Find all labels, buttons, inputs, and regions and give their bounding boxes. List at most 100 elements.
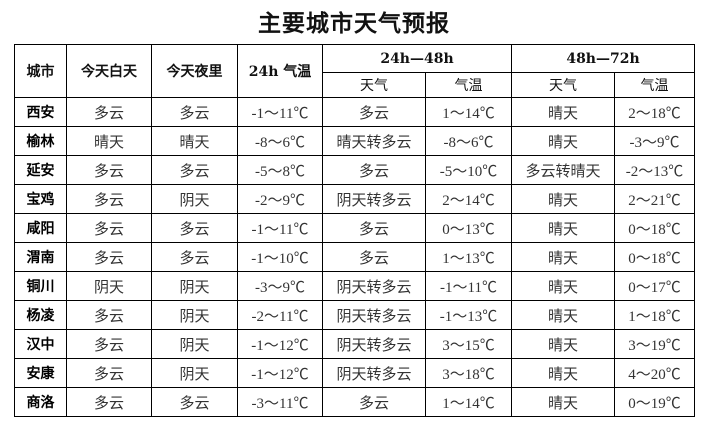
table-row: 商洛 多云 多云 -3～11℃ 多云 1～14℃ 晴天 0～19℃ <box>14 387 695 417</box>
cell-city: 延安 <box>14 155 67 185</box>
table-row: 铜川 阴天 阴天 -3～9℃ 阴天转多云 -1～11℃ 晴天 0～17℃ <box>14 271 695 301</box>
cell-temp-72h: 0～18℃ <box>614 213 695 243</box>
table-row: 安康 多云 阴天 -1～12℃ 阴天转多云 3～18℃ 晴天 4～20℃ <box>14 358 695 388</box>
cell-temp-24h: -1～12℃ <box>237 329 323 359</box>
header-day: 今天白天 <box>66 44 152 98</box>
cell-temp-48h: -8～6℃ <box>425 126 512 156</box>
cell-city: 安康 <box>14 358 67 388</box>
cell-night-weather: 阴天 <box>151 358 238 388</box>
cell-day-weather: 晴天 <box>66 126 152 156</box>
cell-weather-48h: 阴天转多云 <box>322 184 426 214</box>
cell-city: 咸阳 <box>14 213 67 243</box>
cell-temp-48h: 1～14℃ <box>425 387 512 417</box>
cell-city: 商洛 <box>14 387 67 417</box>
cell-temp-48h: 2～14℃ <box>425 184 512 214</box>
cell-night-weather: 多云 <box>151 213 238 243</box>
cell-night-weather: 阴天 <box>151 184 238 214</box>
cell-temp-48h: -5～10℃ <box>425 155 512 185</box>
header-temp-48h: 气温 <box>425 72 512 98</box>
cell-night-weather: 多云 <box>151 155 238 185</box>
cell-night-weather: 晴天 <box>151 126 238 156</box>
cell-weather-72h: 晴天 <box>511 358 615 388</box>
cell-temp-48h: 3～18℃ <box>425 358 512 388</box>
cell-temp-72h: 0～19℃ <box>614 387 695 417</box>
cell-weather-48h: 多云 <box>322 213 426 243</box>
cell-temp-48h: 0～13℃ <box>425 213 512 243</box>
cell-temp-24h: -1～10℃ <box>237 242 323 272</box>
cell-temp-48h: 3～15℃ <box>425 329 512 359</box>
cell-day-weather: 多云 <box>66 184 152 214</box>
cell-temp-72h: 4～20℃ <box>614 358 695 388</box>
cell-day-weather: 多云 <box>66 329 152 359</box>
table-row: 延安 多云 多云 -5～8℃ 多云 -5～10℃ 多云转晴天 -2～13℃ <box>14 155 695 185</box>
cell-city: 渭南 <box>14 242 67 272</box>
cell-temp-72h: -2～13℃ <box>614 155 695 185</box>
cell-temp-24h: -8～6℃ <box>237 126 323 156</box>
header-temp-72h: 气温 <box>614 72 695 98</box>
cell-weather-48h: 多云 <box>322 155 426 185</box>
table-row: 榆林 晴天 晴天 -8～6℃ 晴天转多云 -8～6℃ 晴天 -3～9℃ <box>14 126 695 156</box>
cell-temp-72h: 2～18℃ <box>614 97 695 127</box>
cell-weather-72h: 晴天 <box>511 329 615 359</box>
cell-temp-24h: -2～9℃ <box>237 184 323 214</box>
cell-city: 西安 <box>14 97 67 127</box>
cell-day-weather: 多云 <box>66 300 152 330</box>
cell-temp-48h: 1～14℃ <box>425 97 512 127</box>
table-row: 西安 多云 多云 -1～11℃ 多云 1～14℃ 晴天 2～18℃ <box>14 97 695 127</box>
table-row: 宝鸡 多云 阴天 -2～9℃ 阴天转多云 2～14℃ 晴天 2～21℃ <box>14 184 695 214</box>
cell-day-weather: 多云 <box>66 242 152 272</box>
cell-temp-72h: 1～18℃ <box>614 300 695 330</box>
cell-day-weather: 多云 <box>66 387 152 417</box>
cell-day-weather: 多云 <box>66 358 152 388</box>
cell-city: 宝鸡 <box>14 184 67 214</box>
forecast-table: 城市 今天白天 今天夜里 24h 气温 24h—48h 48h—72h 天气 气… <box>14 44 695 417</box>
cell-weather-48h: 多云 <box>322 97 426 127</box>
cell-temp-48h: 1～13℃ <box>425 242 512 272</box>
header-48-72h: 48h—72h <box>511 44 695 73</box>
cell-temp-24h: -1～11℃ <box>237 213 323 243</box>
cell-temp-72h: -3～9℃ <box>614 126 695 156</box>
cell-weather-48h: 阴天转多云 <box>322 329 426 359</box>
cell-day-weather: 阴天 <box>66 271 152 301</box>
cell-weather-72h: 晴天 <box>511 271 615 301</box>
cell-weather-72h: 晴天 <box>511 387 615 417</box>
cell-night-weather: 阴天 <box>151 271 238 301</box>
table-row: 杨凌 多云 阴天 -2～11℃ 阴天转多云 -1～13℃ 晴天 1～18℃ <box>14 300 695 330</box>
cell-weather-72h: 晴天 <box>511 184 615 214</box>
cell-temp-24h: -1～11℃ <box>237 97 323 127</box>
cell-weather-48h: 阴天转多云 <box>322 271 426 301</box>
header-city: 城市 <box>14 44 67 98</box>
cell-temp-72h: 0～17℃ <box>614 271 695 301</box>
cell-weather-48h: 阴天转多云 <box>322 358 426 388</box>
cell-night-weather: 多云 <box>151 97 238 127</box>
cell-temp-24h: -5～8℃ <box>237 155 323 185</box>
table-row: 渭南 多云 多云 -1～10℃ 多云 1～13℃ 晴天 0～18℃ <box>14 242 695 272</box>
cell-temp-72h: 3～19℃ <box>614 329 695 359</box>
header-weather-72h: 天气 <box>511 72 615 98</box>
table-row: 咸阳 多云 多云 -1～11℃ 多云 0～13℃ 晴天 0～18℃ <box>14 213 695 243</box>
cell-temp-24h: -2～11℃ <box>237 300 323 330</box>
header-24-48h: 24h—48h <box>322 44 512 73</box>
cell-temp-24h: -3～11℃ <box>237 387 323 417</box>
cell-city: 铜川 <box>14 271 67 301</box>
cell-temp-72h: 2～21℃ <box>614 184 695 214</box>
header-weather-48h: 天气 <box>322 72 426 98</box>
cell-weather-72h: 晴天 <box>511 126 615 156</box>
cell-weather-72h: 晴天 <box>511 97 615 127</box>
cell-night-weather: 多云 <box>151 242 238 272</box>
cell-night-weather: 阴天 <box>151 300 238 330</box>
cell-day-weather: 多云 <box>66 155 152 185</box>
cell-temp-72h: 0～18℃ <box>614 242 695 272</box>
cell-weather-48h: 晴天转多云 <box>322 126 426 156</box>
cell-weather-72h: 晴天 <box>511 300 615 330</box>
cell-city: 杨凌 <box>14 300 67 330</box>
cell-city: 汉中 <box>14 329 67 359</box>
table-row: 汉中 多云 阴天 -1～12℃ 阴天转多云 3～15℃ 晴天 3～19℃ <box>14 329 695 359</box>
cell-day-weather: 多云 <box>66 97 152 127</box>
cell-city: 榆林 <box>14 126 67 156</box>
cell-weather-72h: 晴天 <box>511 213 615 243</box>
cell-day-weather: 多云 <box>66 213 152 243</box>
cell-temp-48h: -1～11℃ <box>425 271 512 301</box>
cell-weather-72h: 多云转晴天 <box>511 155 615 185</box>
page-title: 主要城市天气预报 <box>258 10 450 37</box>
